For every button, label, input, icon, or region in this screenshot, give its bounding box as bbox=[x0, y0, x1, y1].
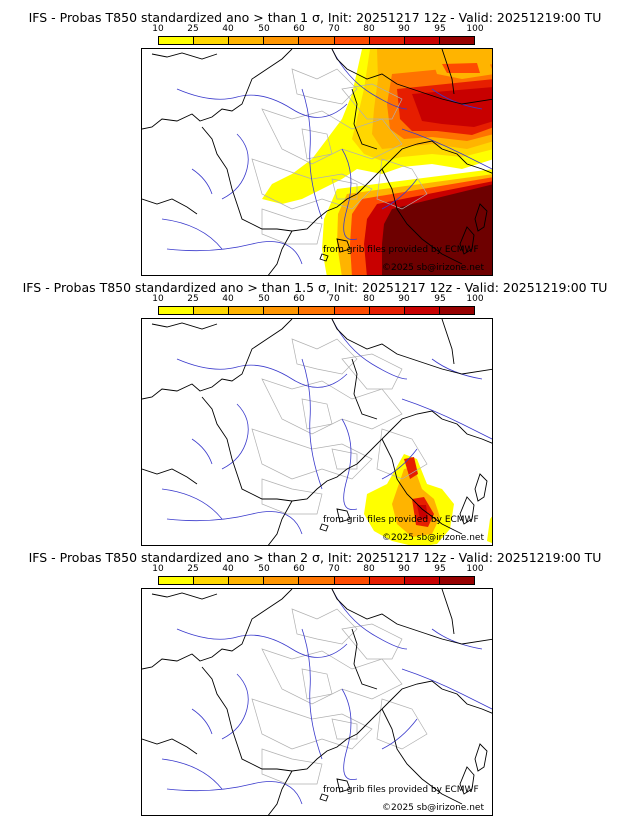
panel-2: IFS - Probas T850 standardized ano > tha… bbox=[0, 270, 630, 546]
colorbar-tick: 25 bbox=[187, 564, 199, 574]
colorbar-segment bbox=[229, 37, 265, 44]
colorbar-tick: 90 bbox=[398, 564, 410, 574]
colorbar-segment bbox=[334, 37, 370, 44]
colorbar-segment bbox=[299, 37, 335, 44]
colorbar-tick: 10 bbox=[152, 564, 164, 574]
colorbar-tick: 60 bbox=[293, 294, 305, 304]
colorbar-segment bbox=[404, 37, 440, 44]
colorbar-segment bbox=[264, 37, 300, 44]
panel-title: IFS - Probas T850 standardized ano > tha… bbox=[28, 10, 602, 25]
colorbar-segment bbox=[299, 577, 335, 584]
colorbar-tick: 80 bbox=[363, 294, 375, 304]
source-credit: from grib files provided by ECMWF bbox=[323, 245, 479, 255]
panel-3: IFS - Probas T850 standardized ano > tha… bbox=[0, 540, 630, 816]
map: from grib files provided by ECMWF ©2025 … bbox=[141, 588, 493, 816]
colorbar-tick: 70 bbox=[328, 294, 340, 304]
colorbar bbox=[158, 576, 475, 585]
colorbar-tick: 10 bbox=[152, 24, 164, 34]
colorbar-segment bbox=[439, 37, 474, 44]
colorbar-tick: 90 bbox=[398, 294, 410, 304]
colorbar bbox=[158, 306, 475, 315]
map: from grib files provided by ECMWF ©2025 … bbox=[141, 318, 493, 546]
colorbar-segment bbox=[229, 307, 265, 314]
colorbar-segment bbox=[404, 307, 440, 314]
probability-map bbox=[142, 49, 492, 275]
colorbar-segment bbox=[264, 577, 300, 584]
colorbar-segment bbox=[369, 577, 405, 584]
colorbar-segment bbox=[159, 307, 195, 314]
copyright: ©2025 sb@irizone.net bbox=[382, 803, 484, 813]
panel-title: IFS - Probas T850 standardized ano > tha… bbox=[22, 280, 608, 295]
copyright: ©2025 sb@irizone.net bbox=[382, 263, 484, 273]
colorbar-tick: 70 bbox=[328, 564, 340, 574]
colorbar-ticks: 10 25 40 50 60 70 80 90 95 100 bbox=[152, 564, 483, 575]
source-credit: from grib files provided by ECMWF bbox=[323, 515, 479, 525]
colorbar-tick: 25 bbox=[187, 24, 199, 34]
colorbar-segment bbox=[439, 307, 474, 314]
colorbar-segment bbox=[159, 577, 195, 584]
colorbar-tick: 50 bbox=[258, 564, 270, 574]
colorbar-segment bbox=[404, 577, 440, 584]
colorbar-tick: 50 bbox=[258, 24, 270, 34]
colorbar-tick: 80 bbox=[363, 564, 375, 574]
colorbar-tick: 50 bbox=[258, 294, 270, 304]
colorbar-ticks: 10 25 40 50 60 70 80 90 95 100 bbox=[152, 294, 483, 305]
copyright: ©2025 sb@irizone.net bbox=[382, 533, 484, 543]
colorbar-tick: 100 bbox=[466, 24, 484, 34]
colorbar-tick: 60 bbox=[293, 564, 305, 574]
colorbar-tick: 95 bbox=[434, 294, 446, 304]
colorbar-segment bbox=[194, 307, 230, 314]
colorbar-segment bbox=[264, 307, 300, 314]
colorbar-segment bbox=[334, 577, 370, 584]
colorbar-tick: 100 bbox=[466, 564, 484, 574]
panel-1: IFS - Probas T850 standardized ano > tha… bbox=[0, 0, 630, 276]
colorbar-segment bbox=[369, 37, 405, 44]
colorbar-tick: 60 bbox=[293, 24, 305, 34]
colorbar-segment bbox=[229, 577, 265, 584]
colorbar-segment bbox=[299, 307, 335, 314]
probability-map bbox=[142, 319, 492, 545]
colorbar-tick: 95 bbox=[434, 24, 446, 34]
colorbar-tick: 70 bbox=[328, 24, 340, 34]
colorbar-tick: 40 bbox=[222, 564, 234, 574]
colorbar-segment bbox=[159, 37, 195, 44]
probability-field bbox=[262, 49, 492, 275]
source-credit: from grib files provided by ECMWF bbox=[323, 785, 479, 795]
colorbar-segment bbox=[194, 577, 230, 584]
colorbar-tick: 90 bbox=[398, 24, 410, 34]
colorbar-tick: 100 bbox=[466, 294, 484, 304]
probability-map bbox=[142, 589, 492, 815]
colorbar-tick: 10 bbox=[152, 294, 164, 304]
colorbar-segment bbox=[194, 37, 230, 44]
colorbar-tick: 95 bbox=[434, 564, 446, 574]
colorbar-ticks: 10 25 40 50 60 70 80 90 95 100 bbox=[152, 24, 483, 35]
colorbar-tick: 40 bbox=[222, 294, 234, 304]
colorbar-segment bbox=[334, 307, 370, 314]
colorbar bbox=[158, 36, 475, 45]
colorbar-tick: 80 bbox=[363, 24, 375, 34]
map: from grib files provided by ECMWF ©2025 … bbox=[141, 48, 493, 276]
probability-field bbox=[364, 454, 492, 545]
colorbar-tick: 25 bbox=[187, 294, 199, 304]
panel-title: IFS - Probas T850 standardized ano > tha… bbox=[28, 550, 602, 565]
colorbar-segment bbox=[439, 577, 474, 584]
colorbar-tick: 40 bbox=[222, 24, 234, 34]
colorbar-segment bbox=[369, 307, 405, 314]
